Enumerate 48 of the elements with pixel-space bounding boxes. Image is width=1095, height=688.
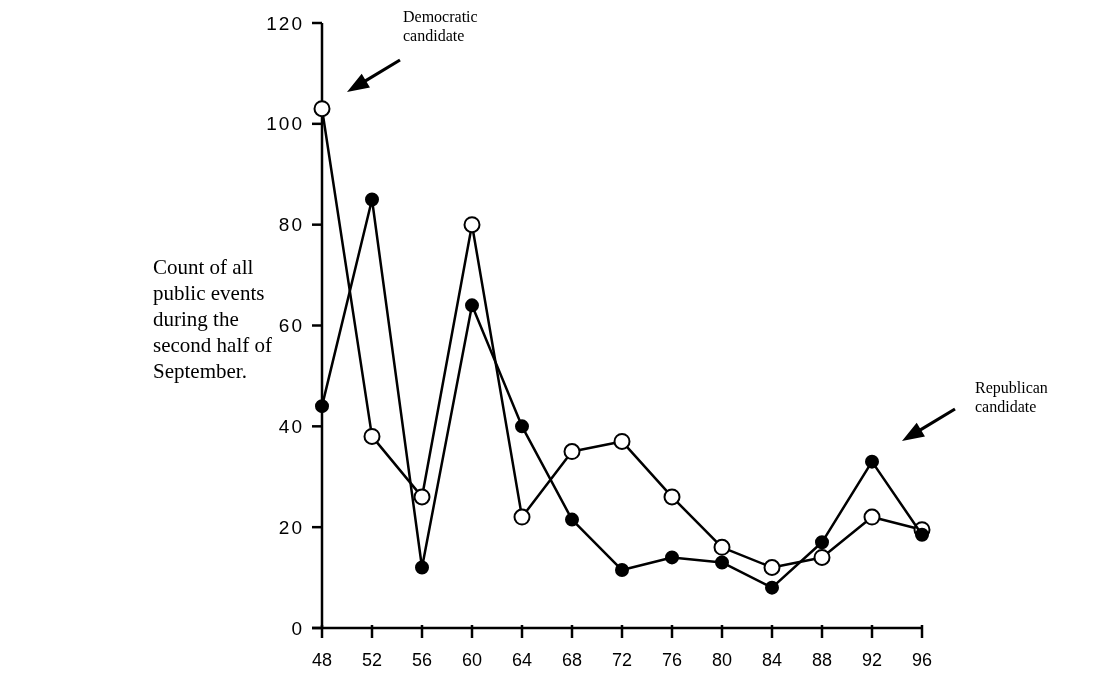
x-tick-label: 52 bbox=[361, 650, 383, 670]
annotation: Democratic candidate bbox=[403, 8, 478, 44]
point bbox=[815, 535, 829, 550]
point bbox=[813, 548, 831, 566]
y-tick-label: 120 bbox=[266, 12, 304, 34]
point bbox=[513, 508, 531, 526]
point bbox=[713, 538, 731, 556]
x-tick-label: 60 bbox=[461, 650, 483, 670]
y-axis-title: Count of all public events during the second half of September. bbox=[153, 254, 272, 383]
point bbox=[565, 512, 579, 527]
point bbox=[563, 443, 581, 461]
x-tick-label: 96 bbox=[911, 650, 933, 670]
point bbox=[415, 560, 429, 575]
x-tick-label: 64 bbox=[511, 650, 533, 670]
point bbox=[665, 550, 679, 565]
point bbox=[915, 527, 929, 542]
x-tick-label: 56 bbox=[411, 650, 433, 670]
point bbox=[663, 488, 681, 506]
point bbox=[413, 488, 431, 506]
point bbox=[763, 559, 781, 576]
x-tick-label: 84 bbox=[761, 650, 783, 670]
x-tick-label: 68 bbox=[561, 650, 583, 670]
y-tick-label: 80 bbox=[278, 214, 304, 236]
x-tick-label: 88 bbox=[811, 650, 833, 670]
y-tick-label: 20 bbox=[278, 516, 304, 538]
point bbox=[363, 427, 381, 445]
point bbox=[863, 508, 881, 526]
y-tick-label: 60 bbox=[278, 315, 304, 336]
point bbox=[865, 454, 879, 469]
x-tick-label: 72 bbox=[611, 650, 633, 670]
y-tick-label: 40 bbox=[278, 415, 304, 437]
point bbox=[465, 298, 479, 313]
x-tick-label: 80 bbox=[711, 650, 733, 670]
point bbox=[715, 555, 729, 570]
point bbox=[515, 419, 529, 434]
y-tick-label: 0 bbox=[291, 617, 304, 639]
point bbox=[613, 432, 631, 450]
x-tick-label: 48 bbox=[311, 650, 333, 670]
point bbox=[365, 192, 379, 207]
point bbox=[315, 399, 329, 414]
y-tick-label: 100 bbox=[266, 113, 304, 135]
x-tick-label: 76 bbox=[661, 650, 683, 670]
point bbox=[463, 216, 481, 234]
x-tick-label: 92 bbox=[861, 650, 883, 670]
point bbox=[313, 100, 331, 118]
point bbox=[765, 580, 779, 595]
point bbox=[615, 563, 629, 578]
text: Republican candidate bbox=[975, 379, 1048, 415]
